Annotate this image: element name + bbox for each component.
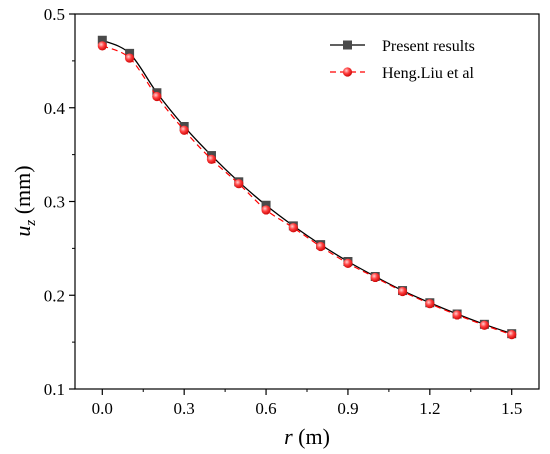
data-point-present-results: [125, 48, 135, 58]
data-point-heng-liu: [288, 223, 298, 233]
x-tick-label: 0.6: [255, 399, 276, 418]
x-tick-label: 1.5: [501, 399, 522, 418]
x-axis-symbol: r: [284, 424, 293, 449]
legend-label-present: Present results: [382, 38, 475, 55]
data-point-heng-liu: [370, 272, 380, 283]
legend-marker-present: [343, 40, 352, 50]
y-axis: 0.1 0.2 0.3 0.4 0.5: [44, 5, 75, 399]
data-point-heng-liu: [397, 286, 408, 297]
legend-marker-liu: [342, 67, 353, 77]
x-tick-label: 0.3: [174, 399, 195, 418]
y-tick-label: 0.2: [44, 286, 65, 305]
y-axis-subscript: z: [23, 220, 39, 227]
data-point-heng-liu: [261, 205, 271, 215]
x-axis-title: r (m): [284, 424, 330, 449]
data-point-heng-liu: [425, 299, 435, 309]
y-axis-symbol: u: [10, 226, 35, 237]
legend: Present results Heng.Liu et al: [330, 38, 475, 82]
series-line-present-results: [102, 39, 512, 335]
data-point-heng-liu: [152, 91, 162, 102]
data-point-heng-liu: [234, 179, 244, 189]
y-axis-title: uz (mm): [10, 165, 39, 236]
data-point-heng-liu: [343, 258, 353, 268]
x-tick-label: 0.9: [337, 399, 358, 418]
x-tick-label: 0.0: [92, 399, 113, 418]
x-tick-label: 1.2: [419, 399, 440, 418]
data-point-heng-liu: [452, 310, 462, 320]
data-point-heng-liu: [179, 125, 189, 135]
data-point-heng-liu: [316, 241, 326, 252]
x-axis-unit: (m): [293, 424, 330, 449]
data-point-heng-liu: [124, 53, 135, 63]
x-axis: 0.0 0.3 0.6 0.9 1.2 1.5: [92, 389, 522, 418]
y-tick-label: 0.1: [44, 380, 65, 399]
plot-area: [97, 35, 517, 340]
data-point-present-results: [261, 200, 271, 210]
y-axis-unit: (mm): [10, 165, 35, 219]
data-point-present-results: [97, 35, 107, 45]
data-point-heng-liu: [507, 330, 517, 340]
y-tick-label: 0.5: [44, 5, 65, 24]
series-line-heng-liu: [102, 45, 512, 336]
data-point-heng-liu: [97, 41, 107, 51]
data-point-heng-liu: [206, 154, 217, 164]
y-tick-label: 0.4: [44, 99, 66, 118]
legend-label-liu: Heng.Liu et al: [382, 65, 475, 82]
y-tick-label: 0.3: [44, 193, 65, 212]
data-point-heng-liu: [479, 320, 490, 330]
